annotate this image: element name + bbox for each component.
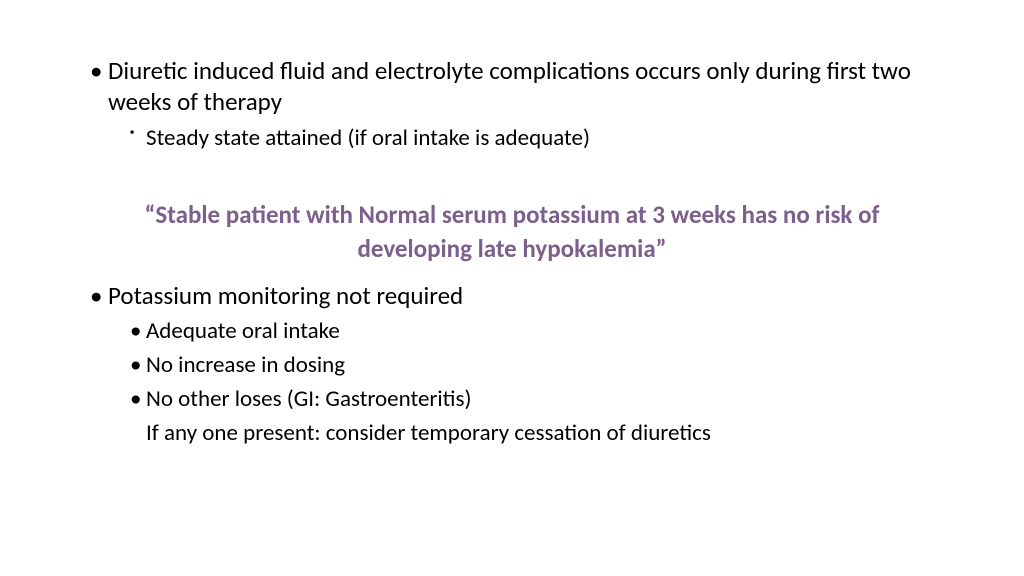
bullet-text: Steady state attained (if oral intake is…	[146, 124, 590, 152]
bullet-level2: No other loses (GI: Gastroenteritis)	[130, 385, 954, 415]
bullet-text: Potassium monitoring not required	[108, 280, 463, 311]
note-text: If any one present: consider temporary c…	[146, 419, 711, 447]
bullet-level2: No increase in dosing	[130, 351, 954, 381]
bullet-level1: Diuretic induced fluid and electrolyte c…	[90, 55, 954, 118]
bullet-text: Diuretic induced fluid and electrolyte c…	[108, 55, 911, 117]
bullet-text: No other loses (GI: Gastroenteritis)	[146, 385, 471, 413]
quote-text: “Stable patient with Normal serum potass…	[145, 199, 880, 264]
note-line: If any one present: consider temporary c…	[146, 419, 954, 449]
bullet-level2: Steady state attained (if oral intake is…	[130, 124, 954, 154]
bullet-level1: Potassium monitoring not required	[90, 280, 954, 311]
slide-container: Diuretic induced fluid and electrolyte c…	[0, 0, 1024, 576]
quote-callout: “Stable patient with Normal serum potass…	[90, 198, 934, 266]
bullet-text: Adequate oral intake	[146, 317, 340, 345]
bullet-text: No increase in dosing	[146, 351, 345, 379]
bullet-level2: Adequate oral intake	[130, 317, 954, 347]
